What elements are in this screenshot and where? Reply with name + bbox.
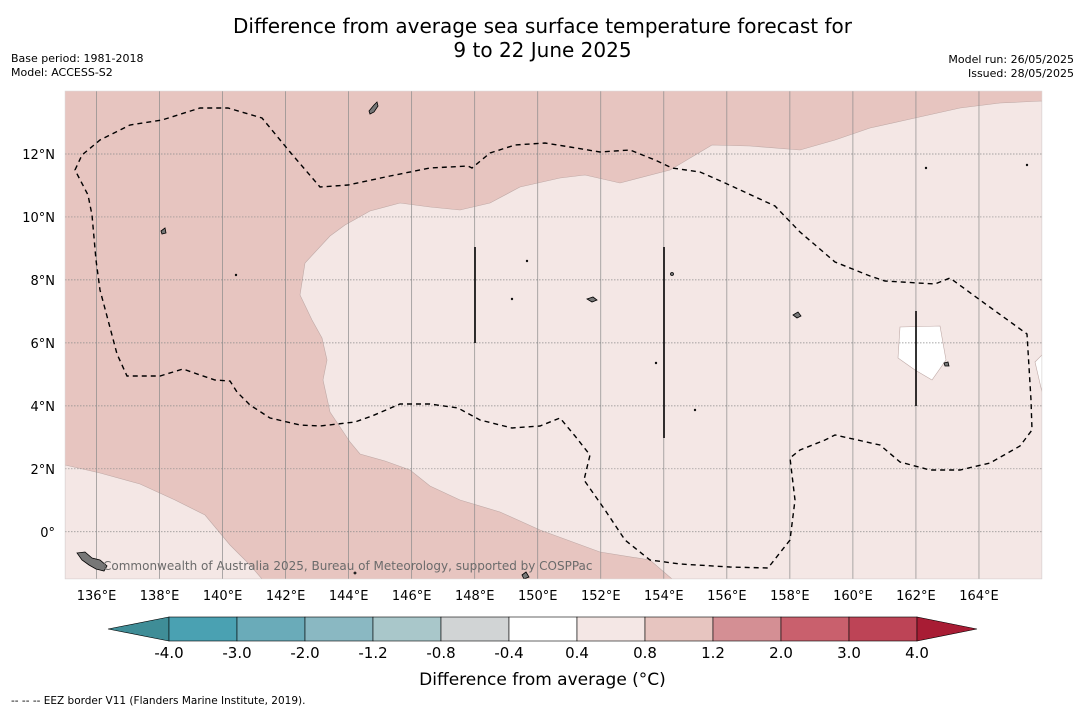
colorbar-bin	[576, 616, 646, 642]
lon-tick-label: 144°E	[329, 589, 369, 604]
issued-date: Issued: 28/05/2025	[967, 67, 1074, 80]
lon-tick-label: 164°E	[959, 589, 999, 604]
island-pohnpei	[792, 311, 802, 319]
colorbar-tick-label: 2.0	[769, 644, 793, 662]
island-kosrae	[943, 361, 950, 367]
credit-text: Commonwealth of Australia 2025, Bureau o…	[103, 559, 593, 573]
lon-tick-label: 146°E	[392, 589, 432, 604]
y-axis-labels: 0° 2°N 4°N 6°N 8°N 10°N 12°N	[22, 148, 55, 541]
islet-8	[693, 408, 697, 412]
island-south	[521, 571, 530, 579]
islet-9	[353, 571, 357, 575]
colorbar-tick-label: -0.8	[426, 644, 455, 662]
lon-tick-label: 152°E	[581, 589, 621, 604]
colorbar-tick-label: 1.2	[701, 644, 725, 662]
colorbar-tick-label: 3.0	[837, 644, 861, 662]
islet-2	[234, 273, 238, 277]
border-segments	[474, 247, 917, 438]
map-frame	[64, 90, 1043, 580]
lat-tick-label: 12°N	[22, 148, 55, 163]
lat-tick-label: 8°N	[31, 274, 56, 289]
lat-tick-label: 2°N	[31, 463, 56, 478]
colorbar-title: Difference from average (°C)	[419, 670, 666, 690]
eez-border	[74, 107, 1033, 569]
colorbar-extend-max	[916, 616, 978, 642]
island-yap	[160, 227, 167, 235]
lon-tick-label: 154°E	[644, 589, 684, 604]
colorbar-bin	[236, 616, 306, 642]
colorbar-bin	[440, 616, 510, 642]
eez-border-line	[74, 107, 1033, 569]
region-0.4-0.8-sw	[65, 464, 263, 579]
lon-tick-label: 140°E	[203, 589, 243, 604]
region-neutral-east	[1034, 354, 1042, 393]
colorbar-bin	[712, 616, 782, 642]
colorbar-tick-label: -3.0	[222, 644, 251, 662]
region-0.4-0.8-main	[299, 100, 1042, 579]
colorbar-tick-label: -2.0	[290, 644, 319, 662]
lat-tick-label: 0°	[40, 526, 55, 541]
colorbar-tick-label: -1.2	[358, 644, 387, 662]
colorbar-bin	[780, 616, 850, 642]
colorbar-tick-label: 0.4	[565, 644, 589, 662]
lon-tick-label: 142°E	[266, 589, 306, 604]
region-neutral	[897, 325, 947, 381]
lat-tick-label: 10°N	[22, 211, 55, 226]
lon-tick-label: 156°E	[707, 589, 747, 604]
meta-left: Base period: 1981-2018 Model: ACCESS-S2	[11, 52, 143, 80]
chart-title: Difference from average sea surface temp…	[0, 14, 1085, 62]
colorbar-tick-label: 0.8	[633, 644, 657, 662]
x-axis-labels: 136°E 138°E 140°E 142°E 144°E 146°E 148°E 150°E…	[77, 589, 999, 604]
colorbar-bin	[848, 616, 918, 642]
title-line-2: 9 to 22 June 2025	[453, 38, 632, 62]
lat-tick-label: 6°N	[31, 337, 56, 352]
meta-right: Model run: 26/05/2025 Issued: 28/05/2025	[948, 53, 1074, 81]
colorbar-bin	[304, 616, 374, 642]
lon-tick-label: 160°E	[833, 589, 873, 604]
islet-7	[1025, 163, 1029, 167]
graticule	[65, 91, 1042, 579]
anomaly-fill	[65, 91, 1042, 579]
title-line-1: Difference from average sea surface temp…	[232, 14, 852, 38]
lon-tick-label: 138°E	[140, 589, 180, 604]
islet-5	[654, 361, 658, 365]
base-period: Base period: 1981-2018	[11, 52, 144, 65]
islet-6	[924, 166, 928, 170]
colorbar-bin	[372, 616, 442, 642]
lon-tick-label: 162°E	[896, 589, 936, 604]
island-nw-png	[76, 551, 108, 572]
lat-tick-label: 4°N	[31, 400, 56, 415]
land	[76, 101, 1029, 579]
island-chuuk	[586, 296, 598, 303]
colorbar-bin	[508, 616, 578, 642]
colorbar-bin	[168, 616, 238, 642]
colorbar	[107, 616, 978, 642]
lon-tick-label: 148°E	[455, 589, 495, 604]
eez-legend: -- -- -- EEZ border V11 (Flanders Marine…	[11, 695, 306, 707]
lon-tick-label: 136°E	[77, 589, 117, 604]
model-run: Model run: 26/05/2025	[948, 53, 1074, 66]
lon-tick-label: 150°E	[518, 589, 558, 604]
model-name: Model: ACCESS-S2	[11, 66, 113, 79]
islet-3	[525, 259, 529, 263]
island-guam	[368, 101, 379, 115]
colorbar-extend-min	[107, 616, 170, 642]
colorbar-tick-label: 4.0	[905, 644, 929, 662]
colorbar-bin	[644, 616, 714, 642]
colorbar-labels: -4.0 -3.0 -2.0 -1.2 -0.8 -0.4 0.4 0.8 1.2 2.0 3.0 4…	[154, 644, 929, 662]
colorbar-tick-label: -0.4	[494, 644, 523, 662]
islet-4	[510, 297, 514, 301]
lon-tick-label: 158°E	[770, 589, 810, 604]
islet-1	[670, 272, 674, 276]
colorbar-tick-label: -4.0	[154, 644, 183, 662]
